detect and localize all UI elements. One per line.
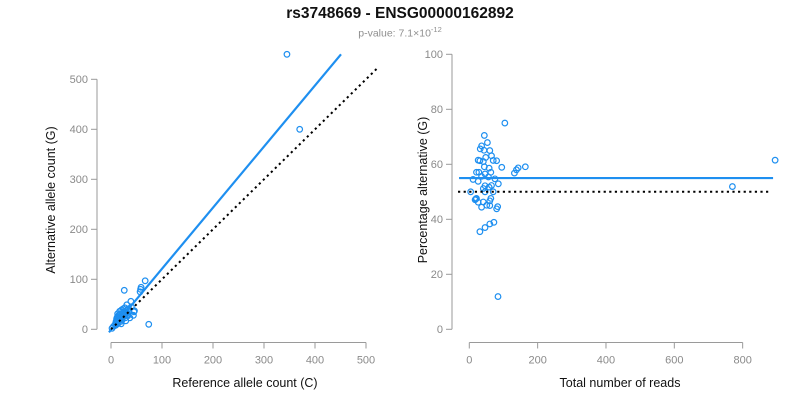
x-tick-label: 0 — [108, 355, 114, 367]
data-point — [494, 180, 502, 188]
data-point — [488, 152, 495, 160]
y-tick-label: 20 — [431, 269, 443, 281]
pvalue-exponent: -12 — [430, 25, 442, 34]
data-point — [467, 188, 475, 196]
pvalue-text: p-value: 7.1×10 — [358, 27, 431, 40]
y-tick-label: 0 — [437, 324, 443, 336]
y-axis-title: Alternative allele count (G) — [44, 126, 58, 273]
data-point — [501, 119, 509, 127]
data-point — [476, 145, 484, 153]
x-tick-label: 400 — [306, 355, 324, 367]
data-point — [486, 220, 494, 228]
data-point — [511, 169, 518, 177]
data-point — [493, 157, 501, 165]
data-point — [296, 125, 304, 133]
data-point — [485, 183, 493, 191]
data-point — [283, 50, 291, 58]
x-tick-label: 100 — [153, 355, 171, 367]
data-point — [484, 139, 491, 146]
data-point — [729, 183, 736, 190]
data-point — [771, 156, 779, 164]
data-point — [141, 277, 149, 285]
x-axis-title: Reference allele count (C) — [172, 376, 317, 390]
y-tick-label: 40 — [431, 214, 443, 226]
data-point — [485, 164, 493, 172]
data-point — [110, 322, 117, 330]
data-point — [490, 218, 498, 226]
right-scatter-plot: 0 20 40 60 80 100 0 200 400 600 800 Total number of… — [416, 49, 779, 390]
data-point — [498, 163, 506, 171]
left-scatter-plot: 0 100 200 300 400 500 0 100 200 300 400 500 Referenc… — [44, 50, 379, 390]
data-point — [480, 132, 488, 139]
data-point — [483, 201, 491, 209]
x-axis-title: Total number of reads — [560, 376, 681, 390]
data-point — [145, 320, 153, 328]
data-point — [481, 224, 489, 231]
data-point — [130, 311, 137, 319]
data-point — [514, 164, 522, 172]
fit-line — [108, 53, 342, 334]
data-point — [487, 194, 495, 202]
y-tick-label: 400 — [70, 124, 88, 136]
y-tick-label: 100 — [425, 49, 443, 61]
y-tick-label: 80 — [431, 104, 443, 116]
y-tick-label: 500 — [70, 74, 88, 86]
data-point — [122, 317, 130, 325]
data-point — [120, 286, 128, 294]
data-point — [494, 293, 502, 300]
data-point — [476, 157, 484, 165]
data-point — [482, 154, 490, 161]
data-point — [474, 198, 482, 206]
x-tick-label: 300 — [255, 355, 273, 367]
data-point — [476, 228, 484, 236]
x-tick-label: 800 — [733, 355, 751, 367]
data-point — [473, 168, 480, 176]
y-tick-label: 100 — [70, 274, 88, 286]
data-point — [489, 188, 497, 196]
data-point — [478, 172, 486, 180]
x-tick-label: 200 — [204, 355, 222, 367]
x-tick-label: 200 — [528, 355, 546, 367]
data-point — [131, 307, 138, 315]
data-point — [486, 202, 494, 209]
y-tick-label: 0 — [82, 324, 88, 336]
data-point — [521, 163, 529, 171]
x-tick-label: 500 — [357, 355, 375, 367]
data-point — [494, 203, 502, 211]
x-tick-label: 0 — [466, 355, 472, 367]
plot-title: rs3748669 - ENSG00000162892 — [286, 5, 514, 22]
y-tick-label: 300 — [70, 174, 88, 186]
y-tick-label: 60 — [431, 159, 443, 171]
pvalue-subtitle: p-value: 7.1×10-12 — [0, 25, 800, 40]
x-tick-label: 400 — [597, 355, 615, 367]
x-tick-label: 600 — [665, 355, 683, 367]
data-point — [117, 320, 125, 328]
identity-line — [110, 66, 379, 331]
data-point — [469, 176, 477, 183]
y-tick-label: 200 — [70, 224, 88, 236]
y-axis-title: Percentage alternative (G) — [416, 117, 430, 264]
